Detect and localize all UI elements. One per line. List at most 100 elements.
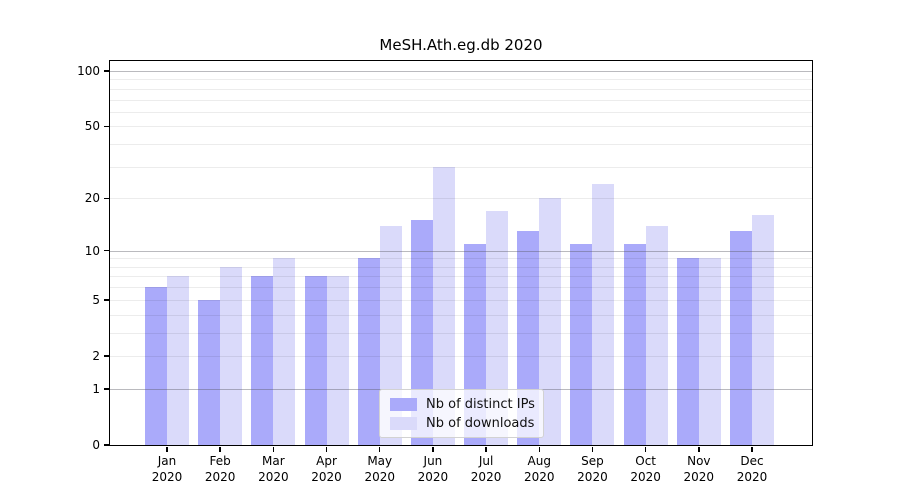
gridline-100 [110,71,812,72]
x-tick-label-apr: Apr 2020 [297,453,357,485]
month-label: Jan [157,454,177,468]
bar-downloads-apr [326,276,349,445]
year-label: 2020 [683,470,715,484]
year-label: 2020 [470,470,502,484]
legend-item-distinct-ips: Nb of distinct IPs [390,396,535,412]
gridline-30 [110,166,812,168]
gridline-2 [110,355,812,357]
legend: Nb of distinct IPs Nb of downloads [379,389,544,438]
month-label: Mar [262,454,285,468]
x-tick-label-may: May 2020 [350,453,410,485]
year-label: 2020 [204,470,236,484]
bar-distinct-ips-feb [198,299,221,445]
month-label: Oct [635,454,656,468]
bar-downloads-jun [432,166,455,445]
bar-distinct-ips-may [357,258,380,445]
x-tick-label-feb: Feb 2020 [190,453,250,485]
x-tick-label-oct: Oct 2020 [616,453,676,485]
y-tick-label-5: 5 [92,292,100,307]
x-tick-apr [325,446,328,452]
y-tick-10 [103,249,110,252]
x-tick-label-nov: Nov 2020 [669,453,729,485]
y-tick-1 [103,388,110,390]
gridline-50 [110,126,812,128]
bar-downloads-sep [592,184,615,445]
x-tick-nov [698,446,700,452]
x-tick-may [378,446,381,452]
x-tick-sep [591,446,594,452]
y-tick-5 [103,299,110,301]
year-label: 2020 [736,470,768,484]
year-label: 2020 [151,470,183,484]
y-tick-50 [103,125,110,128]
y-tick-label-1: 1 [92,381,100,396]
month-label: Jun [423,454,443,468]
bar-downloads-jul [486,210,509,445]
x-tick-oct [644,446,647,452]
x-tick-aug [538,446,541,452]
x-tick-label-jun: Jun 2020 [403,453,463,485]
bar-distinct-ips-nov [676,258,699,445]
year-label: 2020 [577,470,608,484]
year-label: 2020 [364,470,395,484]
bar-distinct-ips-mar [251,276,274,445]
y-tick-label-2: 2 [92,348,100,363]
y-tick-label-20: 20 [84,191,100,206]
bar-distinct-ips-jun [410,220,433,445]
gridline-8 [110,266,812,268]
gridline-6 [110,287,812,289]
bar-distinct-ips-dec [730,231,752,445]
x-tick-label-dec: Dec 2020 [722,453,782,485]
bar-distinct-ips-oct [623,243,646,445]
y-tick-label-10: 10 [84,243,100,258]
bar-downloads-feb [220,266,243,445]
year-label: 2020 [258,470,289,484]
gridline-4 [110,314,812,316]
bar-downloads-nov [698,258,721,445]
month-label: Feb [209,454,231,468]
month-label: Apr [316,454,337,468]
y-tick-2 [103,355,110,357]
bar-downloads-aug [539,198,562,445]
month-label: Jul [478,454,494,468]
legend-label-distinct-ips: Nb of distinct IPs [426,396,535,412]
y-tick-label-50: 50 [84,119,100,134]
gridline-10 [110,250,812,252]
gridline-5 [110,299,812,301]
month-label: Nov [687,454,711,468]
y-tick-label-0: 0 [92,438,100,452]
legend-item-downloads: Nb of downloads [390,415,535,431]
x-tick-jul [485,446,487,452]
year-label: 2020 [311,470,342,484]
legend-swatch-distinct-ips [390,397,417,411]
bar-downloads-dec [752,215,774,445]
x-tick-feb [219,446,221,452]
y-tick-20 [103,197,110,200]
x-tick-mar [272,446,275,452]
month-label: Dec [740,454,764,468]
gridline-60 [110,111,812,113]
x-tick-label-jan: Jan 2020 [137,453,197,485]
year-label: 2020 [630,470,661,484]
x-tick-jun [432,446,434,452]
bar-distinct-ips-jan [145,287,167,445]
bar-downloads-jan [167,276,189,445]
legend-label-downloads: Nb of downloads [426,415,535,431]
gridline-80 [110,88,812,90]
gridline-9 [110,258,812,260]
x-tick-label-aug: Aug 2020 [509,453,569,485]
month-label: May [367,454,393,468]
year-label: 2020 [523,470,555,484]
gridline-7 [110,276,812,278]
bar-distinct-ips-sep [570,243,593,445]
x-tick-jan [166,446,168,452]
x-tick-label-sep: Sep 2020 [562,453,622,485]
gridline-40 [110,144,812,146]
bar-downloads-mar [273,258,296,445]
legend-swatch-downloads [390,416,417,430]
chart-title: MeSH.Ath.eg.db 2020 [379,36,543,54]
y-tick-label-100: 100 [77,64,100,78]
bar-downloads-oct [645,225,668,445]
gridline-3 [110,332,812,334]
